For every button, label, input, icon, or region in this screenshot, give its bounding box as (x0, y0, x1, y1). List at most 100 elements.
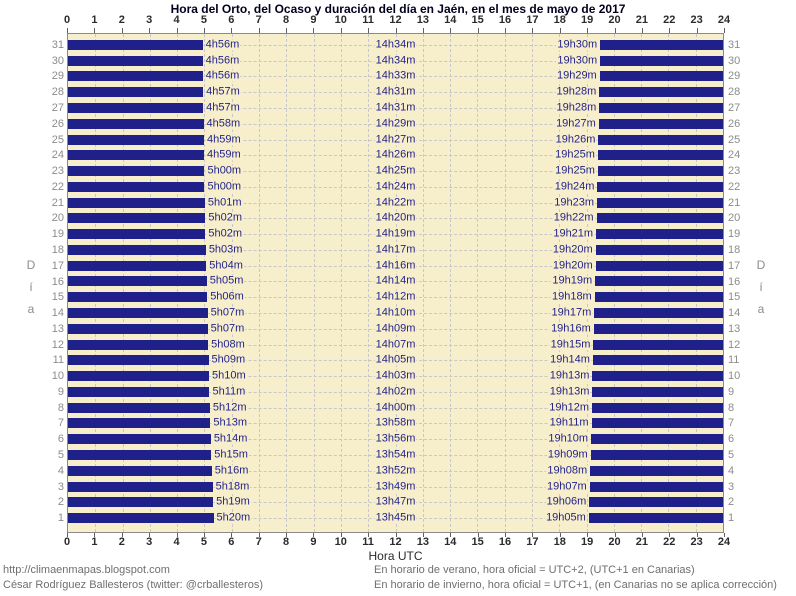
sunset-time-label: 19h14m (549, 353, 591, 366)
hour-label-bottom: 16 (498, 536, 512, 548)
night-after-sunset-bar (597, 181, 723, 192)
night-before-sunrise-bar (68, 276, 207, 287)
hour-label-top: 17 (526, 14, 539, 26)
day-row: 5h14m 13h56m 19h10m (68, 431, 723, 447)
sunset-time-label: 19h28m (555, 85, 598, 98)
day-number-right: 31 (728, 38, 741, 51)
day-number-right: 5 (728, 449, 735, 462)
hour-gridline (313, 34, 315, 532)
sunrise-time-label: 5h16m (213, 464, 250, 477)
hour-gridline (504, 34, 506, 532)
night-after-sunset-bar (595, 276, 723, 287)
night-before-sunrise-bar (68, 513, 214, 524)
hour-tick (313, 533, 314, 537)
daylight-duration-label: 14h12m (374, 290, 417, 303)
day-number-right: 22 (728, 180, 741, 193)
hour-gridline (477, 34, 479, 532)
hour-label-bottom: 19 (581, 536, 594, 548)
night-before-sunrise-bar (68, 71, 203, 82)
night-before-sunrise-bar (68, 355, 209, 366)
night-after-sunset-bar (597, 166, 723, 177)
day-row: 5h02m 14h20m 19h22m (68, 211, 723, 227)
plot-area: 4h56m 14h34m 19h30m 4h56m 14h34m 19h30m 4h56m 1… (67, 33, 724, 533)
hour-label-bottom: 5 (200, 536, 207, 548)
footer-note-winter: En horario de invierno, hora oficial = U… (374, 579, 777, 591)
night-after-sunset-bar (596, 213, 723, 224)
day-row: 5h10m 14h03m 19h13m (68, 368, 723, 384)
night-after-sunset-bar (597, 150, 723, 161)
hour-label-top: 23 (690, 14, 703, 26)
sunset-time-label: 19h15m (549, 338, 592, 351)
day-number-right: 12 (728, 338, 741, 351)
day-row: 5h11m 14h02m 19h13m (68, 384, 723, 400)
sunset-time-label: 19h25m (554, 148, 596, 161)
sunset-time-label: 19h13m (548, 369, 591, 382)
sunset-time-label: 19h18m (550, 290, 593, 303)
day-row: 5h00m 14h25m 19h25m (68, 163, 723, 179)
day-number-left: 4 (57, 464, 64, 477)
hour-label-bottom: 7 (255, 536, 262, 548)
night-before-sunrise-bar (68, 418, 211, 429)
night-before-sunrise-bar (68, 260, 207, 271)
x-axis-label: Hora UTC (368, 549, 423, 563)
hour-tick (204, 533, 205, 537)
day-row: 5h19m 13h47m 19h06m (68, 494, 723, 510)
day-number-left: 29 (51, 70, 64, 83)
hour-tick (122, 28, 123, 33)
night-after-sunset-bar (599, 102, 723, 113)
hour-label-bottom: 21 (635, 536, 648, 548)
day-number-right: 23 (728, 165, 741, 178)
hour-tick (204, 28, 205, 33)
hour-tick (368, 28, 369, 33)
night-after-sunset-bar (588, 513, 723, 524)
sunset-time-label: 19h16m (550, 322, 592, 335)
footer-url: http://climaenmapas.blogspot.com (3, 564, 170, 576)
day-number-left: 30 (51, 54, 64, 67)
sunrise-time-label: 5h09m (210, 353, 247, 366)
day-number-left: 24 (51, 149, 64, 162)
day-number-right: 28 (728, 86, 741, 99)
daylight-duration-label: 14h34m (374, 38, 417, 51)
hour-tick (341, 28, 342, 33)
y-axis-label-left: Día (24, 258, 38, 324)
sunset-time-label: 19h06m (545, 495, 588, 508)
night-before-sunrise-bar (68, 465, 212, 476)
night-before-sunrise-bar (68, 197, 205, 208)
sunrise-time-label: 5h02m (207, 211, 243, 224)
hour-tick (341, 533, 342, 537)
hour-label-top: 24 (717, 14, 731, 26)
night-before-sunrise-bar (68, 386, 210, 397)
hour-label-bottom: 17 (526, 536, 539, 548)
hour-tick (286, 28, 287, 33)
day-number-left: 19 (51, 228, 64, 241)
hour-tick (505, 533, 506, 537)
daylight-duration-label: 13h47m (374, 495, 417, 508)
daylight-duration-label: 13h52m (374, 464, 417, 477)
night-before-sunrise-bar (68, 102, 204, 113)
day-number-left: 6 (57, 433, 64, 446)
day-row: 4h58m 14h29m 19h27m (68, 116, 723, 132)
sunset-time-label: 19h30m (556, 54, 599, 67)
day-number-left: 23 (51, 165, 64, 178)
day-row: 4h57m 14h31m 19h28m (68, 84, 723, 100)
night-before-sunrise-bar (68, 181, 205, 192)
sunset-time-label: 19h21m (552, 227, 595, 240)
sunrise-time-label: 4h59m (206, 133, 242, 146)
night-after-sunset-bar (592, 355, 723, 366)
footer-note-summer: En horario de verano, hora oficial = UTC… (374, 564, 695, 576)
day-number-left: 14 (51, 307, 64, 320)
night-before-sunrise-bar (68, 292, 208, 303)
hour-tick (177, 533, 178, 537)
day-number-left: 1 (57, 512, 64, 525)
night-after-sunset-bar (598, 134, 723, 145)
hour-tick (642, 533, 643, 537)
night-before-sunrise-bar (68, 434, 211, 445)
hour-label-bottom: 12 (389, 536, 402, 548)
day-row: 4h56m 14h34m 19h30m (68, 53, 723, 69)
sunset-time-label: 19h20m (551, 243, 594, 256)
night-before-sunrise-bar (68, 229, 206, 240)
hour-label-top: 8 (282, 14, 290, 26)
sunrise-time-label: 4h56m (204, 54, 241, 67)
day-row: 4h57m 14h31m 19h28m (68, 100, 723, 116)
night-after-sunset-bar (595, 260, 723, 271)
